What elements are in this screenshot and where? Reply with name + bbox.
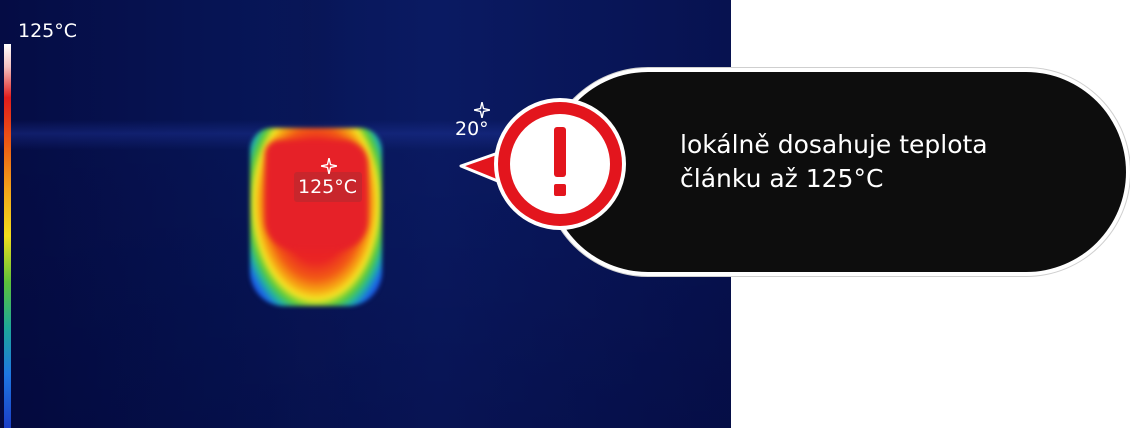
temperature-scale-bar <box>4 44 11 428</box>
callout-text: lokálně dosahuje teplota článku až 125°C <box>680 128 1100 196</box>
hotspot-temperature: 125°C <box>298 176 357 198</box>
scale-max-label: 125°C <box>18 20 77 42</box>
hotspot-crosshair-icon <box>321 158 337 174</box>
callout-line-1: lokálně dosahuje teplota <box>680 128 1100 162</box>
callout-line-2: článku až 125°C <box>680 162 1100 196</box>
exclamation-icon <box>453 80 643 250</box>
